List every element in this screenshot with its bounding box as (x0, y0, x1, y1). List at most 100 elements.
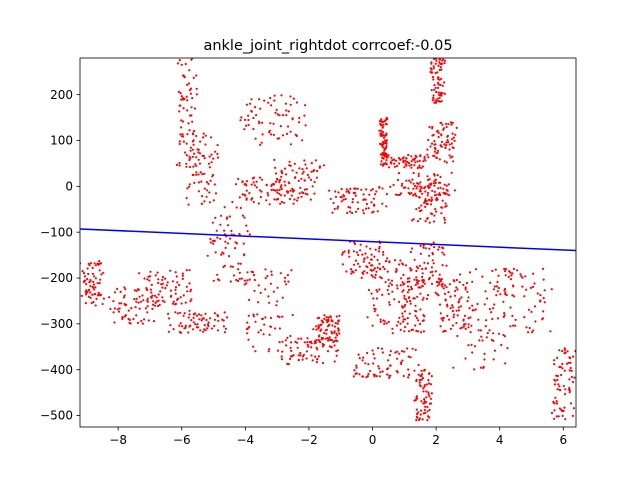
data-point (393, 165, 396, 168)
data-point (400, 277, 403, 280)
data-point (459, 327, 462, 330)
data-point (422, 390, 425, 393)
data-point (128, 318, 131, 321)
data-point (180, 95, 183, 98)
data-point (412, 182, 415, 185)
data-point (304, 104, 307, 107)
data-point (430, 266, 433, 269)
data-point (469, 331, 472, 334)
data-point (234, 247, 237, 250)
data-point (436, 284, 439, 287)
data-point (504, 287, 507, 291)
data-point (509, 278, 513, 281)
data-point (400, 362, 403, 366)
data-point (444, 192, 447, 195)
data-point (415, 269, 418, 273)
data-point (484, 290, 487, 293)
data-point (386, 257, 389, 260)
data-point (507, 275, 510, 278)
data-point (439, 58, 442, 61)
data-point (383, 322, 386, 325)
data-point (424, 220, 427, 223)
data-point (371, 211, 374, 214)
data-point (380, 277, 383, 280)
x-tick-label: 2 (432, 433, 440, 447)
data-point (396, 164, 399, 168)
data-point (91, 266, 94, 270)
data-point (172, 300, 175, 303)
data-point (471, 280, 474, 283)
data-point (224, 240, 227, 243)
data-point (417, 373, 420, 376)
data-point (424, 199, 427, 202)
data-point (418, 206, 421, 209)
data-point (373, 307, 376, 310)
data-point (446, 314, 449, 317)
data-point (89, 291, 92, 294)
data-point (188, 155, 191, 158)
data-point (399, 328, 402, 331)
data-point (320, 323, 323, 326)
data-point (332, 201, 335, 205)
data-point (511, 272, 514, 275)
data-point (329, 197, 332, 200)
data-point (245, 103, 248, 106)
data-point (473, 345, 477, 348)
data-point (259, 107, 262, 110)
data-point (356, 187, 359, 190)
data-point (553, 363, 556, 366)
data-point (217, 319, 220, 322)
data-point (264, 268, 267, 271)
data-point (291, 187, 294, 190)
data-point (434, 101, 438, 104)
data-point (440, 68, 443, 71)
data-point (441, 199, 444, 202)
data-point (303, 179, 306, 182)
x-tick-label: −2 (300, 433, 318, 447)
data-point (223, 331, 226, 334)
data-point (425, 390, 428, 393)
data-point (385, 193, 388, 196)
data-point (280, 355, 283, 358)
data-point (428, 408, 431, 411)
data-point (275, 177, 279, 180)
data-point (415, 419, 418, 422)
data-point (449, 121, 453, 124)
data-point (290, 341, 293, 344)
data-point (394, 270, 397, 273)
data-point (556, 378, 559, 381)
data-point (232, 274, 236, 277)
data-point (326, 350, 330, 353)
data-point (347, 205, 350, 209)
data-point (389, 350, 392, 353)
data-point (181, 120, 185, 123)
data-point (118, 307, 121, 310)
data-point (249, 102, 252, 105)
data-point (268, 203, 271, 206)
data-point (209, 237, 212, 241)
data-point (207, 321, 210, 324)
data-point (276, 113, 279, 116)
data-point (94, 286, 97, 289)
data-point (414, 283, 417, 286)
data-point (409, 300, 412, 303)
data-point (420, 166, 423, 170)
data-point (419, 385, 422, 388)
data-point (182, 140, 185, 143)
data-point (361, 375, 364, 378)
data-point (357, 207, 360, 210)
data-point (376, 314, 379, 317)
data-point (258, 189, 262, 192)
data-point (167, 330, 170, 333)
data-point (93, 262, 96, 265)
data-point (213, 312, 216, 315)
data-point (349, 210, 352, 213)
data-point (252, 274, 256, 277)
data-point (322, 337, 325, 340)
data-point (260, 178, 264, 181)
data-point (184, 326, 187, 329)
data-point (333, 360, 336, 363)
data-point (289, 103, 292, 106)
data-point (421, 165, 424, 168)
data-point (192, 328, 195, 331)
